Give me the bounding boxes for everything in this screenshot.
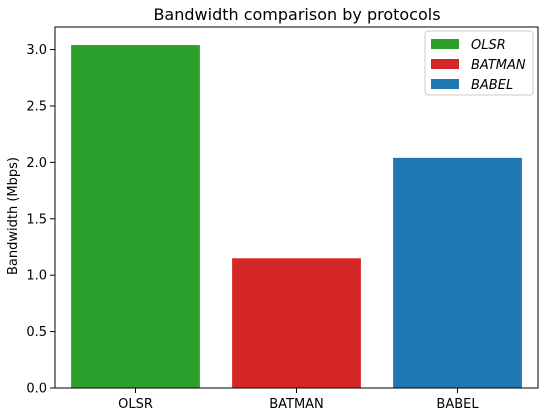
y-tick-label: 0.5 <box>26 325 47 340</box>
x-tick-label: BATMAN <box>269 397 324 412</box>
legend-swatch-olsr <box>431 39 459 49</box>
y-tick-label: 2.0 <box>26 156 47 171</box>
y-tick-label: 1.5 <box>26 212 47 227</box>
x-tick-label: BABEL <box>436 397 479 412</box>
legend-label: OLSR <box>471 38 506 53</box>
legend-swatch-batman <box>431 59 459 69</box>
plot-area: 0.0 0.5 1.0 1.5 2.0 2.5 3.0 OLSR BATMAN BABEL <box>26 43 522 412</box>
legend-swatch-babel <box>431 79 459 89</box>
y-tick-label: 3.0 <box>26 43 47 58</box>
plot-frame <box>54 26 539 389</box>
y-tick-label: 2.5 <box>26 99 47 114</box>
x-tick-label: OLSR <box>118 397 153 412</box>
legend-label: BATMAN <box>471 58 526 73</box>
legend-label: BABEL <box>471 78 513 93</box>
bar-batman <box>232 258 361 388</box>
legend: OLSR BATMAN BABEL <box>424 30 534 96</box>
y-axis-title: Bandwidth (Mbps) <box>6 157 21 275</box>
y-tick-label: 0.0 <box>26 382 47 397</box>
chart-title: Bandwidth comparison by protocols <box>153 5 440 24</box>
bar-babel <box>393 157 522 388</box>
bar-olsr <box>71 45 200 389</box>
y-tick-label: 1.0 <box>26 269 47 284</box>
